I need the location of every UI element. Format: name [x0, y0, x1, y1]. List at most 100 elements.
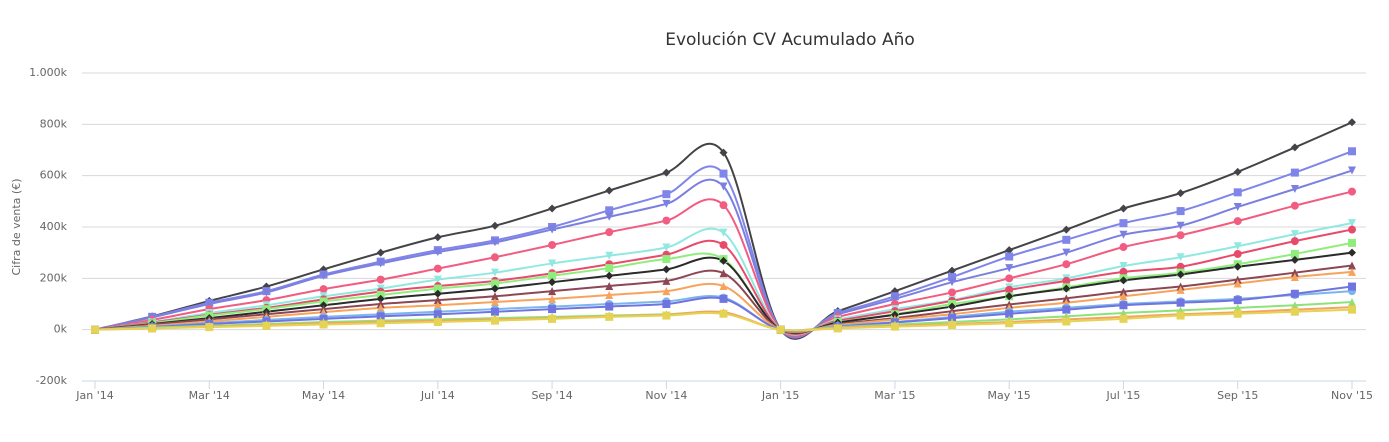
point	[376, 259, 385, 268]
x-tick-label: Nov '14	[645, 389, 687, 402]
point	[1290, 237, 1299, 246]
point	[548, 225, 557, 234]
point	[719, 282, 728, 291]
y-tick-label: 600k	[40, 169, 68, 182]
point	[948, 302, 957, 311]
point	[1062, 260, 1071, 269]
point	[1348, 267, 1356, 276]
point	[1119, 243, 1128, 252]
point	[433, 284, 442, 293]
point	[948, 266, 957, 275]
point	[433, 233, 442, 242]
x-tick-label: May '14	[302, 389, 345, 402]
point	[605, 282, 614, 291]
point	[1005, 309, 1014, 318]
point	[1062, 317, 1071, 326]
point	[205, 323, 214, 332]
point	[1348, 248, 1356, 257]
point	[1005, 319, 1014, 328]
point	[1062, 305, 1071, 314]
point	[91, 325, 99, 334]
series-line	[94, 169, 1353, 338]
point	[662, 243, 671, 252]
point	[1062, 235, 1071, 244]
point	[548, 240, 557, 249]
point	[1005, 264, 1014, 273]
point	[719, 169, 728, 178]
series-line	[94, 190, 1353, 338]
point	[605, 212, 614, 221]
point	[776, 325, 785, 334]
point	[948, 278, 957, 287]
point	[1233, 217, 1242, 226]
point	[605, 251, 614, 260]
point	[1176, 207, 1185, 216]
point	[719, 148, 728, 157]
point	[1290, 185, 1299, 194]
point	[1119, 230, 1128, 239]
point	[719, 240, 728, 249]
point	[605, 302, 614, 311]
point	[548, 204, 557, 213]
point	[1176, 298, 1185, 307]
x-tick-label: Sep '15	[1217, 389, 1258, 402]
y-tick-label: 200k	[40, 271, 68, 284]
series-line	[94, 121, 1353, 340]
point	[1005, 246, 1014, 255]
point	[1290, 255, 1299, 264]
point	[1348, 261, 1356, 270]
point	[1290, 143, 1299, 152]
point	[376, 303, 385, 312]
point	[433, 310, 442, 319]
point	[719, 294, 728, 303]
point	[1119, 287, 1128, 296]
point	[1062, 225, 1071, 234]
point	[1062, 248, 1071, 257]
x-tick-label: Jul '15	[1106, 389, 1141, 402]
point	[1348, 118, 1356, 127]
point	[662, 199, 671, 208]
point	[319, 285, 328, 294]
y-tick-label: 0k	[54, 323, 68, 336]
point	[1290, 273, 1299, 282]
point	[948, 321, 957, 330]
point	[1348, 297, 1356, 306]
point	[719, 201, 728, 210]
point	[376, 312, 385, 321]
point	[1233, 279, 1242, 288]
point	[1290, 201, 1299, 210]
point	[605, 264, 614, 273]
point	[433, 296, 442, 305]
point	[1119, 314, 1128, 323]
point	[490, 284, 499, 293]
point	[605, 186, 614, 195]
point	[719, 309, 728, 318]
series-line	[94, 222, 1353, 336]
point	[662, 265, 671, 274]
point	[1062, 284, 1071, 293]
point	[1119, 262, 1128, 271]
point	[433, 264, 442, 273]
x-tick-label: Jan '14	[75, 389, 113, 402]
point	[148, 324, 157, 333]
point	[548, 294, 557, 303]
point	[1348, 282, 1356, 291]
point	[1233, 262, 1242, 271]
point	[1290, 168, 1299, 177]
point	[1348, 238, 1356, 247]
y-tick-label: 400k	[40, 220, 68, 233]
point	[433, 301, 442, 310]
point	[490, 253, 499, 262]
x-tick-label: Sep '14	[531, 389, 572, 402]
point	[548, 305, 557, 314]
point	[433, 317, 442, 326]
y-tick-label: -200k	[36, 374, 68, 387]
point	[1348, 225, 1356, 234]
point	[1233, 188, 1242, 197]
point	[1176, 253, 1185, 262]
x-tick-label: Jul '14	[420, 389, 455, 402]
point	[376, 319, 385, 328]
point	[662, 311, 671, 320]
